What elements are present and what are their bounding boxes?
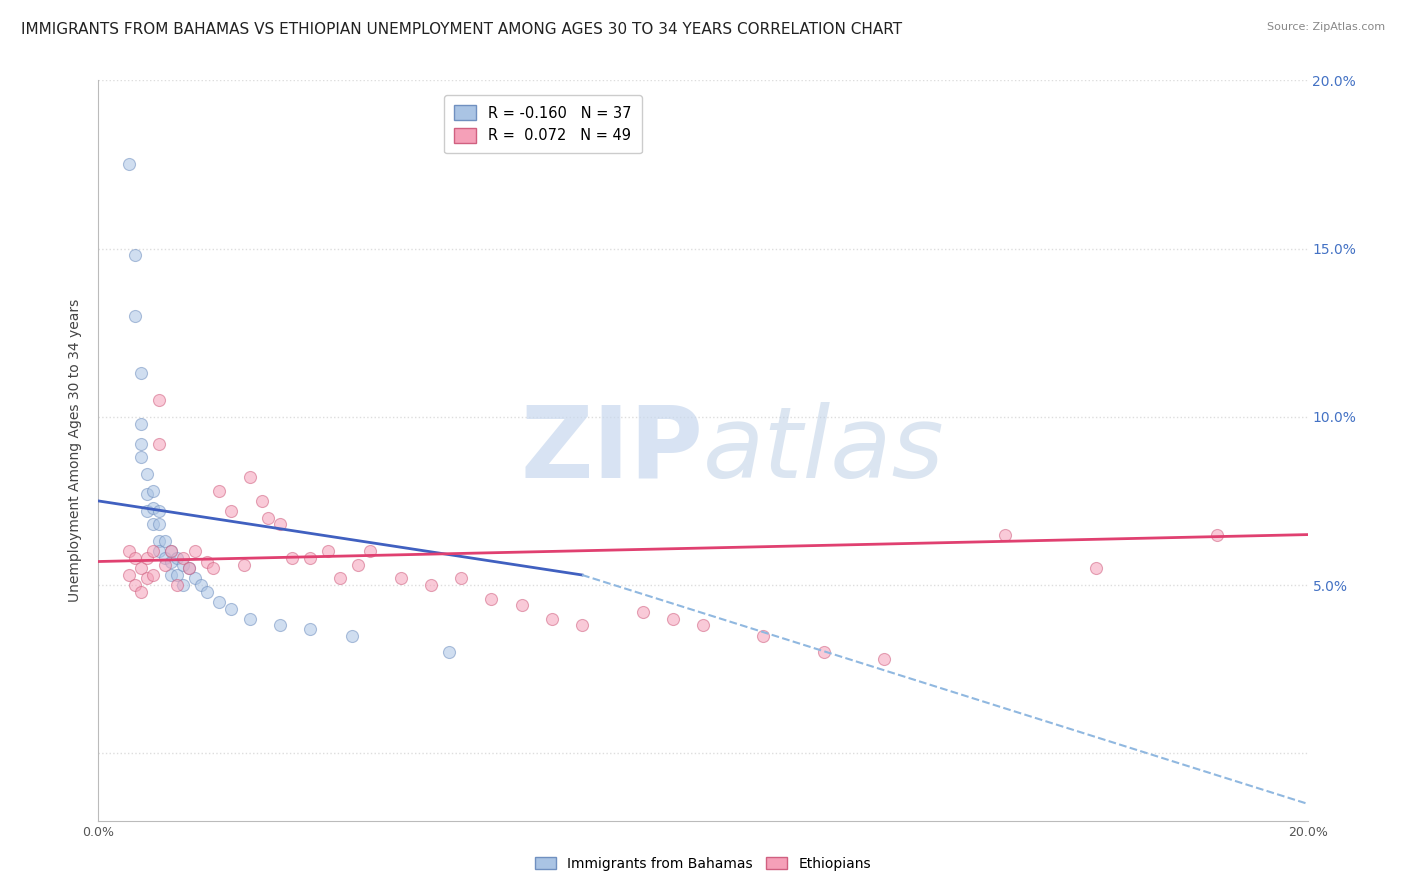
Point — [692, 618, 714, 632]
Point — [873, 652, 896, 666]
Point — [129, 561, 152, 575]
Point — [221, 601, 243, 615]
Point — [221, 504, 243, 518]
Point — [208, 595, 231, 609]
Point — [481, 591, 503, 606]
Point — [124, 578, 146, 592]
Point — [148, 436, 170, 450]
Point — [124, 248, 146, 262]
Point — [360, 544, 382, 558]
Point — [142, 500, 165, 515]
Point — [135, 487, 157, 501]
Point — [420, 578, 443, 592]
Point — [179, 561, 201, 575]
Legend: Immigrants from Bahamas, Ethiopians: Immigrants from Bahamas, Ethiopians — [530, 851, 876, 876]
Point — [135, 571, 157, 585]
Text: Source: ZipAtlas.com: Source: ZipAtlas.com — [1267, 22, 1385, 32]
Point — [153, 551, 176, 566]
Point — [299, 622, 322, 636]
Point — [571, 618, 593, 632]
Point — [661, 612, 683, 626]
Point — [281, 551, 304, 566]
Point — [153, 558, 176, 572]
Point — [1206, 527, 1229, 541]
Text: ZIP: ZIP — [520, 402, 703, 499]
Point — [389, 571, 412, 585]
Point — [631, 605, 654, 619]
Point — [148, 504, 170, 518]
Point — [239, 612, 262, 626]
Text: IMMIGRANTS FROM BAHAMAS VS ETHIOPIAN UNEMPLOYMENT AMONG AGES 30 TO 34 YEARS CORR: IMMIGRANTS FROM BAHAMAS VS ETHIOPIAN UNE… — [21, 22, 903, 37]
Point — [148, 544, 170, 558]
Point — [124, 309, 146, 323]
Point — [118, 568, 141, 582]
Point — [437, 645, 460, 659]
Point — [342, 628, 364, 642]
Point — [190, 578, 212, 592]
Point — [129, 366, 152, 380]
Point — [160, 568, 183, 582]
Point — [160, 544, 183, 558]
Point — [347, 558, 370, 572]
Point — [142, 568, 165, 582]
Point — [232, 558, 254, 572]
Point — [166, 568, 188, 582]
Point — [299, 551, 322, 566]
Point — [172, 551, 194, 566]
Point — [124, 551, 146, 566]
Point — [250, 494, 273, 508]
Point — [129, 436, 152, 450]
Point — [540, 612, 562, 626]
Y-axis label: Unemployment Among Ages 30 to 34 years: Unemployment Among Ages 30 to 34 years — [69, 299, 83, 602]
Point — [129, 584, 152, 599]
Point — [172, 578, 194, 592]
Point — [148, 517, 170, 532]
Point — [118, 544, 141, 558]
Point — [184, 544, 207, 558]
Point — [510, 599, 533, 613]
Point — [202, 561, 225, 575]
Point — [316, 544, 339, 558]
Point — [148, 392, 170, 407]
Point — [179, 561, 201, 575]
Point — [129, 417, 152, 431]
Point — [153, 534, 176, 549]
Point — [135, 551, 157, 566]
Point — [160, 554, 183, 569]
Point — [256, 510, 278, 524]
Point — [166, 551, 188, 566]
Point — [160, 544, 183, 558]
Point — [239, 470, 262, 484]
Point — [135, 467, 157, 481]
Point — [142, 483, 165, 498]
Point — [172, 558, 194, 572]
Point — [129, 450, 152, 465]
Point — [142, 517, 165, 532]
Point — [269, 517, 291, 532]
Point — [269, 618, 291, 632]
Point — [752, 628, 775, 642]
Point — [1085, 561, 1108, 575]
Point — [166, 578, 188, 592]
Point — [195, 584, 218, 599]
Point — [135, 504, 157, 518]
Point — [195, 554, 218, 569]
Point — [118, 157, 141, 171]
Point — [148, 534, 170, 549]
Point — [329, 571, 352, 585]
Point — [813, 645, 835, 659]
Point — [450, 571, 472, 585]
Point — [142, 544, 165, 558]
Point — [208, 483, 231, 498]
Legend: R = -0.160   N = 37, R =  0.072   N = 49: R = -0.160 N = 37, R = 0.072 N = 49 — [444, 95, 641, 153]
Point — [184, 571, 207, 585]
Text: atlas: atlas — [703, 402, 945, 499]
Point — [994, 527, 1017, 541]
